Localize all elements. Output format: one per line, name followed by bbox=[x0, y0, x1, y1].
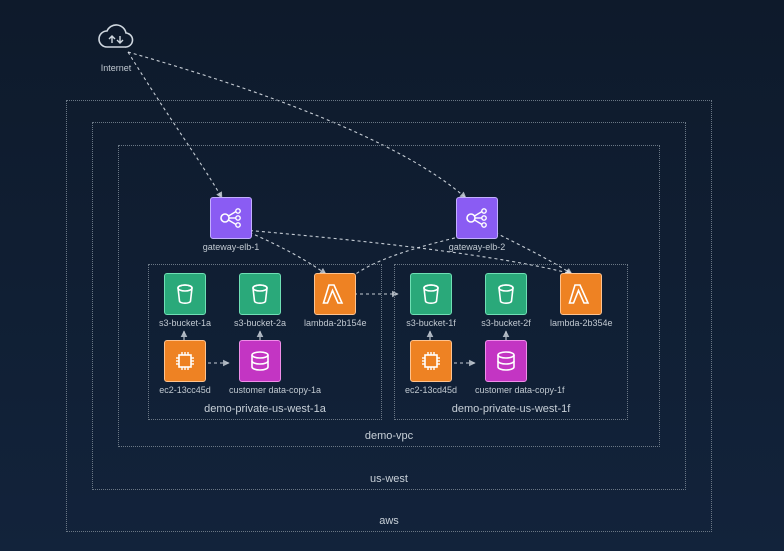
node-lf[interactable]: lambda-2b354e bbox=[550, 273, 612, 329]
node-ec2f[interactable]: ec2-13cd45d bbox=[400, 340, 462, 396]
s3-icon bbox=[410, 273, 452, 315]
s3-icon bbox=[239, 273, 281, 315]
internet-label: Internet bbox=[85, 64, 147, 74]
node-s3f2[interactable]: s3-bucket-2f bbox=[475, 273, 537, 329]
node-s3a2-label: s3-bucket-2a bbox=[229, 319, 291, 329]
cloud-icon bbox=[95, 18, 137, 60]
lambda-icon bbox=[560, 273, 602, 315]
container-aza-label: demo-private-us-west-1a bbox=[149, 403, 381, 415]
lambda-icon bbox=[314, 273, 356, 315]
node-la-label: lambda-2b154e bbox=[304, 319, 366, 329]
node-s3a1[interactable]: s3-bucket-1a bbox=[154, 273, 216, 329]
db-icon bbox=[239, 340, 281, 382]
container-azf-label: demo-private-us-west-1f bbox=[395, 403, 627, 415]
container-uswest-label: us-west bbox=[93, 473, 685, 485]
node-la[interactable]: lambda-2b154e bbox=[304, 273, 366, 329]
elb-icon bbox=[456, 197, 498, 239]
node-ec2f-label: ec2-13cd45d bbox=[400, 386, 462, 396]
node-s3f1[interactable]: s3-bucket-1f bbox=[400, 273, 462, 329]
node-lf-label: lambda-2b354e bbox=[550, 319, 612, 329]
s3-icon bbox=[164, 273, 206, 315]
node-s3a1-label: s3-bucket-1a bbox=[154, 319, 216, 329]
node-gw1-label: gateway-elb-1 bbox=[200, 243, 262, 253]
node-s3f1-label: s3-bucket-1f bbox=[400, 319, 462, 329]
node-dbf-label: customer data-copy-1f bbox=[475, 386, 537, 396]
node-gw1[interactable]: gateway-elb-1 bbox=[200, 197, 262, 253]
node-gw2[interactable]: gateway-elb-2 bbox=[446, 197, 508, 253]
ec2-icon bbox=[410, 340, 452, 382]
ec2-icon bbox=[164, 340, 206, 382]
internet-node[interactable]: Internet bbox=[85, 18, 147, 74]
db-icon bbox=[485, 340, 527, 382]
container-aws-label: aws bbox=[67, 515, 711, 527]
elb-icon bbox=[210, 197, 252, 239]
node-dba-label: customer data-copy-1a bbox=[229, 386, 291, 396]
node-ec2a[interactable]: ec2-13cc45d bbox=[154, 340, 216, 396]
node-ec2a-label: ec2-13cc45d bbox=[154, 386, 216, 396]
node-dbf[interactable]: customer data-copy-1f bbox=[475, 340, 537, 396]
node-s3f2-label: s3-bucket-2f bbox=[475, 319, 537, 329]
container-demovpc-label: demo-vpc bbox=[119, 430, 659, 442]
node-gw2-label: gateway-elb-2 bbox=[446, 243, 508, 253]
node-dba[interactable]: customer data-copy-1a bbox=[229, 340, 291, 396]
s3-icon bbox=[485, 273, 527, 315]
node-s3a2[interactable]: s3-bucket-2a bbox=[229, 273, 291, 329]
